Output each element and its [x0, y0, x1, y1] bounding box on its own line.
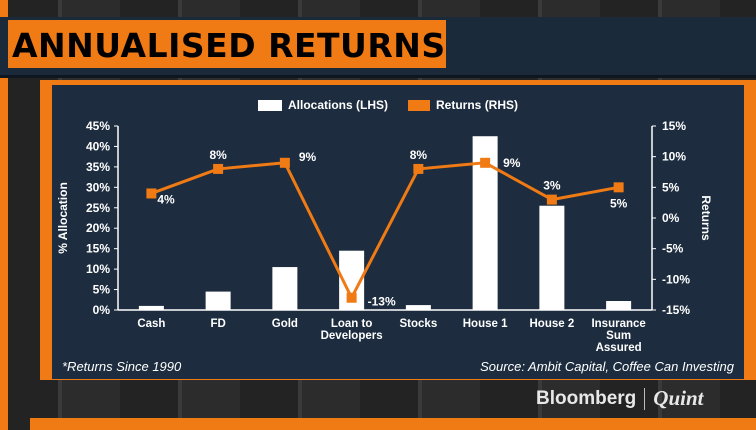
y2-axis-title: Returns: [699, 195, 713, 241]
returns-point: [146, 188, 157, 199]
right-tick-label: 0%: [662, 211, 680, 225]
legend-item-allocations: Allocations (LHS): [258, 98, 388, 112]
left-tick-label: 25%: [86, 201, 110, 215]
brand-separator: [644, 387, 646, 410]
right-tick-label: 5%: [662, 180, 680, 194]
category-label: House 2: [530, 318, 575, 330]
footnote: *Returns Since 1990: [62, 359, 182, 374]
returns-data-label: 5%: [610, 196, 628, 210]
right-tick-label: 15%: [662, 119, 686, 133]
allocation-bar: [405, 305, 431, 310]
allocation-bar: [272, 267, 298, 310]
orange-frame-bottom: [30, 418, 756, 430]
returns-data-label: 4%: [157, 192, 175, 206]
left-tick-label: 40%: [86, 139, 110, 153]
returns-data-label: 3%: [543, 179, 561, 193]
allocation-bar: [138, 305, 164, 310]
brand-logo: Bloomberg Quint: [536, 386, 703, 411]
left-tick-label: 0%: [93, 303, 111, 317]
left-tick-label: 15%: [86, 242, 110, 256]
category-label: Loan to: [331, 318, 373, 330]
orange-frame-left: [0, 0, 8, 430]
left-tick-label: 10%: [86, 262, 110, 276]
left-tick-label: 45%: [86, 119, 110, 133]
category-label: Insurance: [591, 318, 645, 330]
returns-data-label: 8%: [209, 148, 227, 162]
returns-point: [613, 182, 624, 193]
category-label: Gold: [272, 318, 298, 330]
left-tick-label: 35%: [86, 160, 110, 174]
allocation-bar: [539, 205, 565, 310]
legend-swatch-bar: [258, 99, 282, 111]
returns-data-label: 8%: [410, 148, 428, 162]
brand-quint: Quint: [653, 386, 704, 410]
legend-label-returns: Returns (RHS): [436, 98, 519, 112]
chart-legend: Allocations (LHS) Returns (RHS): [258, 96, 518, 114]
page-title: ANNUALISED RETURNS: [12, 26, 446, 65]
right-tick-label: -15%: [662, 303, 690, 317]
category-label: Stocks: [400, 318, 438, 330]
category-label: House 1: [463, 318, 508, 330]
category-label: Assured: [596, 342, 642, 354]
legend-swatch-line: [408, 99, 431, 111]
legend-item-returns: Returns (RHS): [408, 98, 518, 112]
source-note: Source: Ambit Capital, Coffee Can Invest…: [480, 359, 734, 374]
legend-label-allocations: Allocations (LHS): [288, 98, 389, 112]
returns-point: [346, 292, 357, 303]
left-tick-label: 5%: [93, 283, 111, 297]
returns-point: [546, 194, 557, 205]
left-tick-label: 30%: [86, 180, 110, 194]
category-label: Sum: [606, 330, 631, 342]
returns-data-label: 9%: [299, 150, 317, 164]
returns-data-label: -13%: [368, 295, 396, 309]
right-tick-label: -10%: [662, 272, 690, 286]
returns-data-label: 9%: [503, 156, 521, 170]
allocation-bar: [205, 291, 231, 310]
returns-point: [413, 163, 424, 174]
returns-point: [213, 163, 224, 174]
chart-panel: [52, 85, 744, 379]
right-tick-label: 10%: [662, 150, 686, 164]
category-label: Cash: [137, 318, 165, 330]
y-axis-title: % Allocation: [56, 182, 70, 254]
returns-point: [480, 157, 491, 168]
category-label: Developers: [321, 330, 383, 342]
title-bar: [8, 20, 446, 68]
brand-bloomberg: Bloomberg: [536, 387, 637, 409]
returns-line: [150, 161, 619, 300]
returns-point: [279, 157, 290, 168]
right-tick-label: -5%: [662, 242, 684, 256]
category-label: FD: [210, 318, 225, 330]
allocation-bar: [606, 301, 632, 310]
left-tick-label: 20%: [86, 221, 110, 235]
